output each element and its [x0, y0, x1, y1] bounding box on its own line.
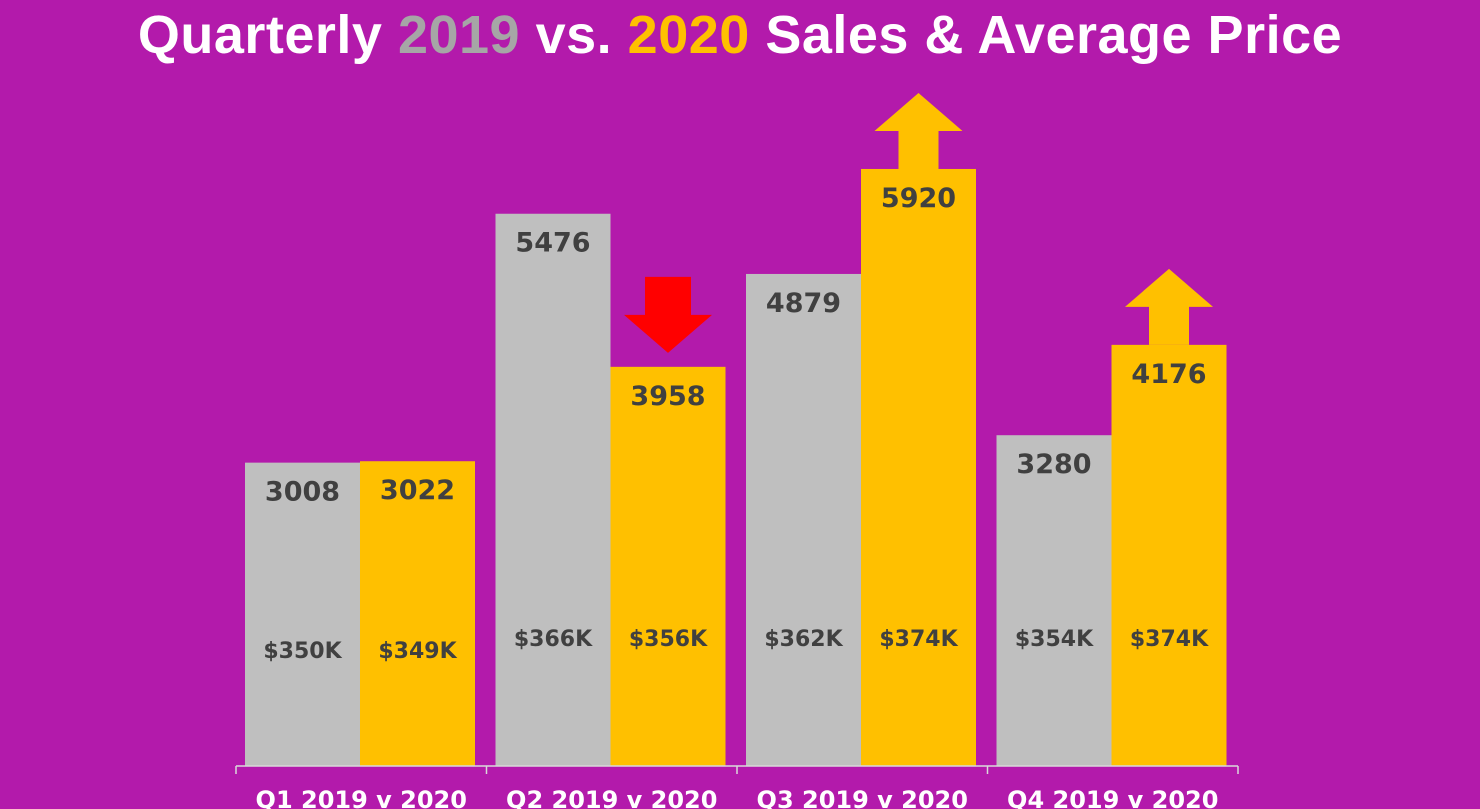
- value-label-2019-q4: 3280: [1016, 449, 1091, 480]
- bar-2020-q4: [1111, 344, 1227, 766]
- value-label-2019-q2: 5476: [515, 228, 590, 259]
- value-label-2020-q4: 4176: [1131, 359, 1206, 390]
- bar-2020-q1: [360, 461, 475, 766]
- value-label-2020-q2: 3958: [630, 381, 705, 412]
- bar-2019-q3: [746, 273, 861, 766]
- value-label-2019-q1: 3008: [265, 477, 340, 508]
- x-tick-label-q3: Q3 2019 v 2020: [757, 786, 968, 809]
- chart-title: Quarterly 2019 vs. 2020 Sales & Average …: [0, 4, 1480, 66]
- bar-2019-q1: [245, 462, 360, 766]
- title-part-1: Quarterly: [137, 5, 398, 65]
- avg-price-label-2020-q1: $349K: [378, 639, 457, 664]
- value-label-2020-q3: 5920: [881, 183, 956, 214]
- x-tick-label-q1: Q1 2019 v 2020: [256, 786, 467, 809]
- title-part-2: vs.: [520, 5, 628, 65]
- avg-price-label-2019-q4: $354K: [1015, 627, 1094, 652]
- avg-price-label-2019-q2: $366K: [514, 627, 593, 652]
- up-arrow-icon-q4: [1125, 268, 1213, 345]
- avg-price-label-2020-q2: $356K: [629, 627, 708, 652]
- x-tick-label-q4: Q4 2019 v 2020: [1007, 786, 1218, 809]
- avg-price-label-2019-q1: $350K: [263, 639, 342, 664]
- title-year-2020: 2020: [627, 5, 750, 65]
- title-year-2019: 2019: [397, 5, 521, 65]
- x-tick-label-q2: Q2 2019 v 2020: [506, 786, 717, 809]
- avg-price-label-2020-q3: $374K: [879, 627, 958, 652]
- bar-2019-q2: [495, 213, 611, 766]
- down-arrow-icon-q2: [624, 276, 712, 353]
- avg-price-label-2019-q3: $362K: [764, 627, 843, 652]
- value-label-2020-q1: 3022: [380, 475, 455, 506]
- bar-2020-q2: [610, 366, 726, 766]
- up-arrow-icon-q3: [874, 92, 963, 169]
- title-part-3: Sales & Average Price: [749, 5, 1343, 65]
- bar-2020-q3: [861, 168, 976, 766]
- value-label-2019-q3: 4879: [766, 288, 841, 319]
- avg-price-label-2020-q4: $374K: [1130, 627, 1209, 652]
- bar-2019-q4: [996, 435, 1112, 766]
